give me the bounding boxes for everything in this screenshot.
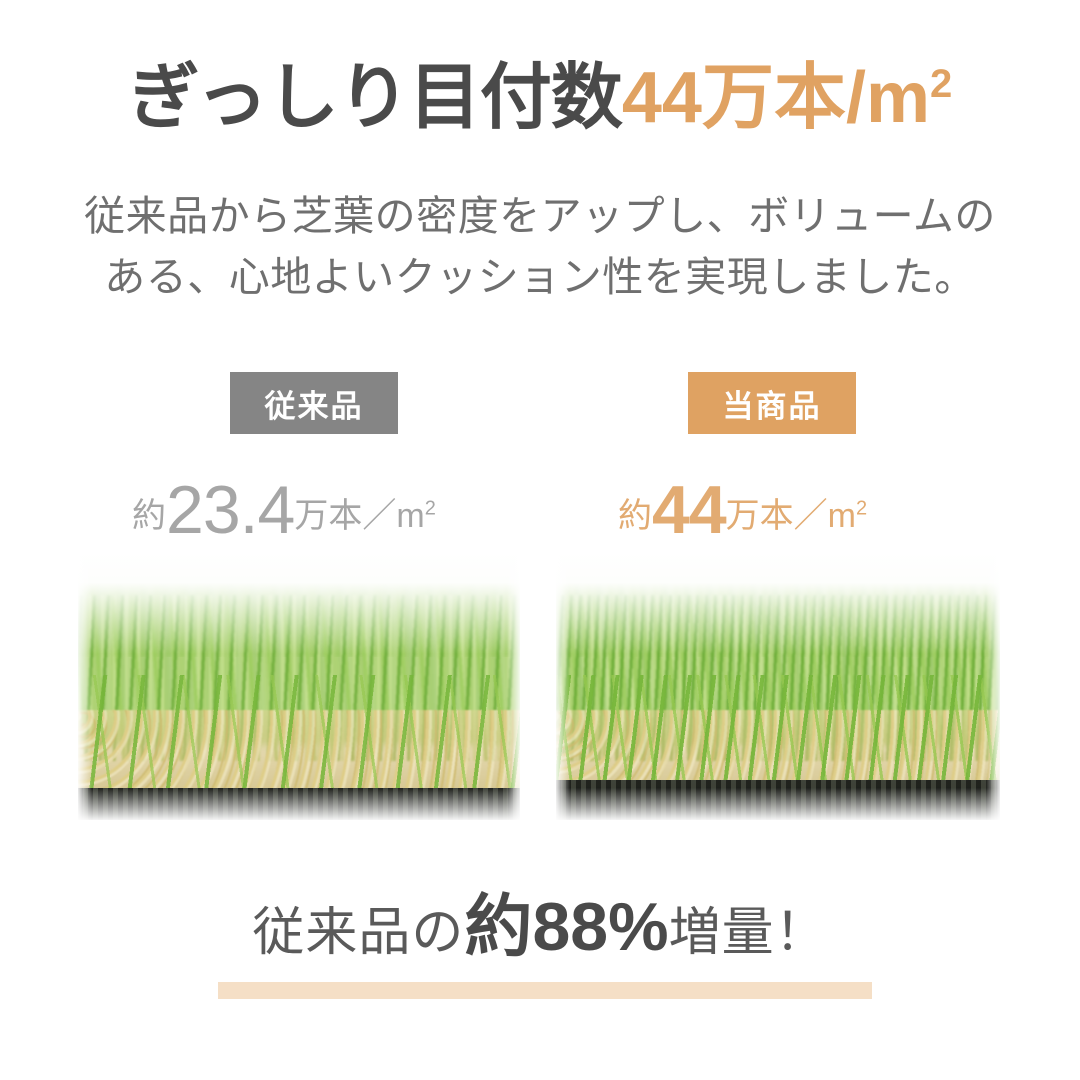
turf-front-blades	[78, 675, 520, 794]
badge-conventional-label: 従来品	[264, 388, 364, 424]
footer-approx: 約	[464, 889, 533, 965]
badge-this-product-label: 当商品	[722, 388, 822, 424]
value-conventional-unit: 万本／m2	[294, 488, 435, 543]
badge-conventional: 従来品	[230, 372, 398, 434]
turf-photo-conventional	[78, 552, 520, 820]
footer-prefix: 従来品の	[252, 904, 465, 962]
value-conventional-unit-text: 万本／m	[294, 496, 425, 535]
footer-callout: 従来品の約88%増量！	[0, 893, 1080, 961]
value-this-product-unit: 万本／m2	[726, 488, 867, 543]
value-this-product-approx: 約	[618, 496, 652, 535]
title-accent-number: 44	[621, 58, 702, 138]
turf-illustration	[78, 552, 520, 820]
subtitle: 従来品から芝葉の密度をアップし、ボリュームの ある、心地よいクッション性を実現し…	[0, 186, 1080, 307]
value-this-product-number: 44	[652, 472, 727, 548]
value-conventional-unit-superscript: 2	[424, 497, 436, 520]
page-title: ぎっしり目付数44万本/m2	[0, 62, 1080, 134]
turf-photo-this-product	[556, 552, 1000, 820]
value-this-product-unit-text: 万本／m	[725, 496, 856, 535]
title-accent-unit: 万本/m	[701, 58, 930, 138]
turf-front-blades	[556, 675, 1000, 794]
turf-illustration	[556, 552, 1000, 820]
value-conventional-approx: 約	[132, 496, 166, 535]
footer-suffix: 増量！	[668, 904, 828, 962]
comparison-badges: 従来品 当商品	[0, 372, 1080, 434]
turf-backing-base	[556, 779, 1000, 820]
title-prefix: ぎっしり目付数	[127, 58, 623, 138]
value-this-product-unit-superscript: 2	[855, 497, 868, 520]
subtitle-line-1: 従来品から芝葉の密度をアップし、ボリュームの	[84, 193, 996, 239]
badge-this-product: 当商品	[688, 372, 856, 434]
value-conventional: 約 23.4 万本／m2	[132, 472, 436, 548]
value-this-product: 約 44 万本／m2	[618, 472, 867, 548]
comparison-values: 約 23.4 万本／m2 約 44 万本／m2	[0, 472, 1080, 548]
footer-underline-bar	[218, 982, 872, 999]
footer-value: 88	[532, 889, 609, 965]
value-conventional-number: 23.4	[166, 472, 295, 548]
footer-percent: %	[608, 889, 669, 965]
turf-backing-base	[78, 787, 520, 820]
title-accent-superscript: 2	[930, 62, 953, 106]
subtitle-line-2: ある、心地よいクッション性を実現しました。	[104, 253, 976, 300]
